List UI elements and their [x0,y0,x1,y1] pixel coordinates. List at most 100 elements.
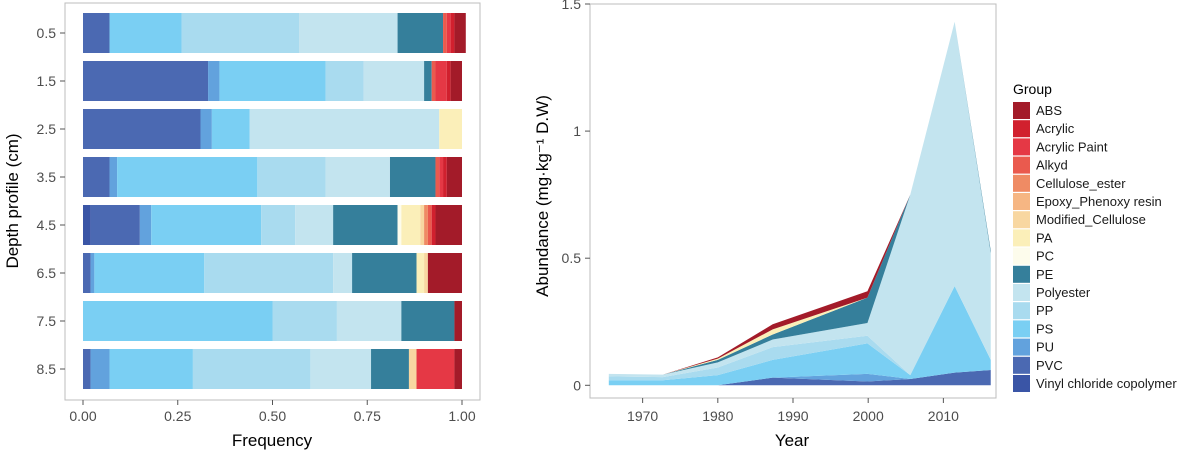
legend-item-abs: ABS [1013,102,1062,119]
bar-segment-pu-depth-3-5 [109,157,118,197]
bar-segment-abs-depth-4-5 [435,205,462,245]
bar-segment-acrylic-paint-depth-8-5 [416,349,455,389]
bar-segment-pe-depth-7-5 [401,301,455,341]
legend-label: Alkyd [1036,158,1068,173]
bar-segment-pp-depth-6-5 [204,253,334,293]
bar-segment-pp-depth-0-5 [181,13,300,53]
right-areas [608,21,991,386]
y-tick-label: 7.5 [37,313,57,329]
area-pvc [608,370,991,386]
x-tick-label: 0.00 [69,408,96,424]
bar-segment-pp-depth-4-5 [261,205,296,245]
bar-segment-polyester-depth-6-5 [333,253,353,293]
bar-segment-pvc-depth-2-5 [83,109,201,149]
x-tick-label: 2010 [928,408,959,424]
bar-segment-ps-depth-1-5 [219,61,326,101]
bar-segment-acrylic-depth-1-5 [446,61,451,101]
x-tick-label: 2000 [853,408,884,424]
x-tick-label: 1990 [777,408,808,424]
legend-item-pu: PU [1013,338,1054,356]
bar-segment-acrylic-depth-0-5 [450,13,455,53]
bar-segment-polyester-depth-7-5 [336,301,402,341]
bar-segment-pc-depth-4-5 [397,205,402,245]
y-tick-label: 0.5 [562,250,582,266]
x-tick-label: 0.25 [164,408,191,424]
legend-item-pc: PC [1013,247,1054,265]
y-tick-label: 0 [573,377,581,393]
bar-segment-modified-cellulose-depth-6-5 [424,253,428,293]
bar-segment-pa-depth-4-5 [401,205,421,245]
legend-label: Epoxy_Phenoxy resin [1036,194,1162,209]
right-area-chart: 0 0.5 1 1.5 1970 1980 1990 2000 2010 Year Abund… [533,0,997,450]
legend-label: PE [1036,267,1054,282]
area-pu [608,370,991,386]
legend-label: Cellulose_ester [1036,176,1126,191]
legend-item-acrylic: Acrylic [1013,120,1075,138]
left-bar-chart: 0.5 1.5 2.5 3.5 4.5 6.5 7.5 8.5 0.00 0.25 0.50 0.7… [3,2,481,450]
bar-segment-abs-depth-8-5 [454,349,462,389]
bar-segment-alkyd-depth-1-5 [431,61,436,101]
legend-swatch [1013,229,1030,247]
legend-item-acrylic-paint: Acrylic Paint [1013,138,1108,156]
bar-segment-pp-depth-1-5 [325,61,364,101]
bar-segment-pa-depth-6-5 [416,253,425,293]
legend-label: Acrylic Paint [1036,139,1108,154]
left-x-axis-title: Frequency [232,431,313,450]
legend-item-pvc: PVC [1013,356,1063,374]
bar-segment-acrylic-depth-3-5 [443,157,447,197]
legend-swatch [1013,138,1030,156]
bar-segment-abs-depth-3-5 [446,157,462,197]
legend-swatch [1013,338,1030,356]
right-x-axis-title: Year [775,431,810,450]
bar-segment-pvc-depth-8-5 [83,349,91,389]
bar-segment-pu-depth-6-5 [90,253,95,293]
bar-segment-alkyd-depth-0-5 [443,13,447,53]
bar-segment-acrylic-depth-4-5 [431,205,436,245]
bar-segment-ps-depth-7-5 [83,301,273,341]
bar-segment-ps-depth-4-5 [151,205,262,245]
bar-segment-modified-cellulose-depth-4-5 [420,205,425,245]
legend-label: PS [1036,321,1054,336]
bar-segment-pvc-depth-4-5 [90,205,140,245]
legend: Group ABS Acrylic Acrylic Paint Alkyd Cellul… [1013,81,1177,392]
bar-segment-ps-depth-3-5 [117,157,258,197]
legend-item-vinyl-chloride-copolymer: Vinyl chloride copolymer [1013,375,1177,392]
bar-segment-pu-depth-1-5 [208,61,220,101]
bar-segment-pp-depth-8-5 [192,349,311,389]
legend-item-polyester: Polyester [1013,284,1091,301]
bar-segment-polyester-depth-8-5 [310,349,372,389]
bar-segment-alkyd-depth-3-5 [435,157,440,197]
y-tick-label: 1.5 [562,0,582,12]
left-y-ticks: 0.5 1.5 2.5 3.5 4.5 6.5 7.5 8.5 [37,25,65,377]
y-tick-label: 2.5 [37,121,57,137]
bar-segment-pu-depth-4-5 [139,205,152,245]
legend-swatch [1013,120,1030,138]
bar-segment-pa-depth-2-5 [439,109,462,149]
bar-segment-pp-depth-7-5 [272,301,337,341]
legend-label: Acrylic [1036,121,1075,136]
x-tick-label: 1980 [702,408,733,424]
legend-swatch [1013,247,1030,265]
bar-segment-acrylic-paint-depth-1-5 [435,61,447,101]
legend-swatch [1013,211,1030,229]
legend-label: Modified_Cellulose [1036,212,1146,227]
bar-segment-pvc-depth-6-5 [83,253,91,293]
legend-swatch [1013,320,1030,338]
legend-label: Vinyl chloride copolymer [1036,376,1177,391]
bar-segment-ps-depth-6-5 [94,253,205,293]
y-tick-label: 3.5 [37,169,57,185]
bar-segment-polyester-depth-2-5 [249,109,440,149]
bar-segment-cellulose-ester-depth-4-5 [424,205,428,245]
right-y-ticks: 0 0.5 1 1.5 [562,0,590,393]
legend-label: PVC [1036,358,1063,373]
right-x-ticks: 1970 1980 1990 2000 2010 [627,398,959,424]
legend-swatch [1013,193,1030,210]
bar-segment-pe-depth-3-5 [389,157,436,197]
bar-segment-polyester-depth-3-5 [325,157,390,197]
legend-swatch [1013,174,1030,192]
area-polyester [608,21,991,378]
bar-segment-pu-depth-8-5 [90,349,110,389]
y-tick-label: 1.5 [37,73,57,89]
bar-segment-pe-depth-8-5 [371,349,409,389]
y-tick-label: 8.5 [37,361,57,377]
